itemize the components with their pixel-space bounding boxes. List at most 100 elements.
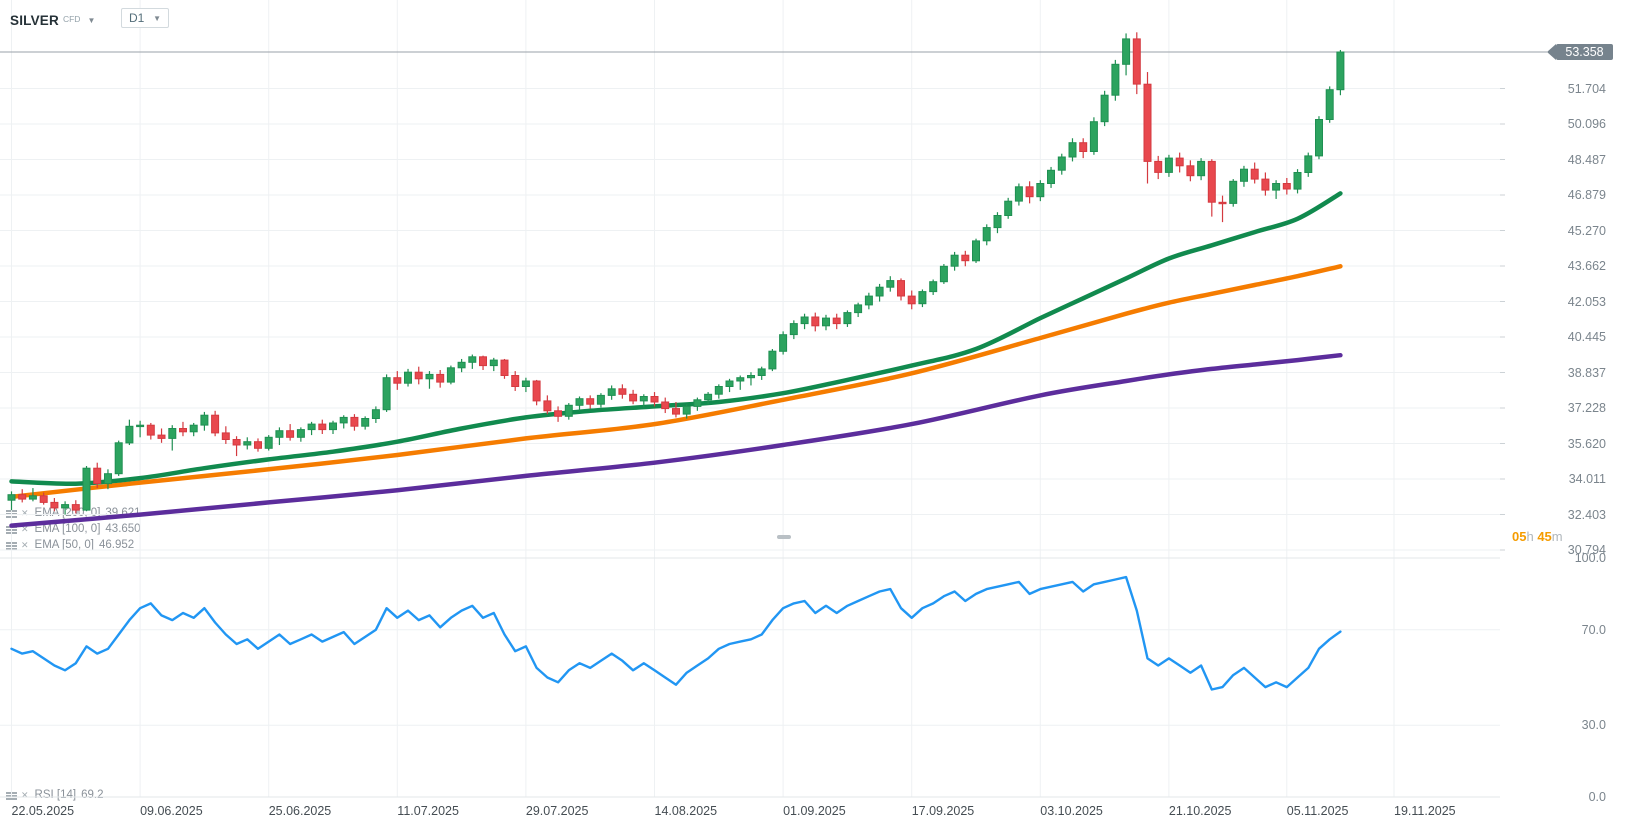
candle[interactable] [61, 504, 70, 509]
candle[interactable] [211, 414, 220, 434]
candle[interactable] [425, 373, 434, 380]
candle[interactable] [768, 350, 777, 370]
candle[interactable] [436, 373, 445, 383]
symbol-selector[interactable]: SILVER CFD ▼ [10, 10, 95, 30]
candle[interactable] [586, 398, 595, 405]
candle[interactable] [1261, 178, 1270, 191]
timeframe-dropdown[interactable]: D1 ▼ [121, 8, 169, 28]
candle[interactable] [457, 361, 466, 369]
candle[interactable] [1111, 63, 1120, 96]
candle[interactable] [747, 375, 755, 379]
candle[interactable] [1025, 186, 1034, 198]
candle[interactable] [446, 367, 455, 383]
candle[interactable] [639, 396, 648, 402]
candle[interactable] [736, 377, 745, 382]
candle[interactable] [404, 371, 412, 384]
candle[interactable] [296, 429, 305, 438]
indicator-remove-icon[interactable]: ✕ [21, 789, 29, 800]
candle[interactable] [1057, 156, 1066, 171]
candle[interactable] [1036, 183, 1045, 198]
candle[interactable] [1293, 172, 1302, 190]
candle[interactable] [1079, 142, 1088, 152]
candle[interactable] [993, 215, 1002, 229]
candle[interactable] [71, 504, 80, 511]
candle[interactable] [1218, 201, 1227, 205]
candle[interactable] [672, 408, 680, 415]
candle[interactable] [832, 317, 841, 325]
indicator-remove-icon[interactable]: ✕ [21, 507, 29, 518]
candle[interactable] [789, 323, 798, 336]
candle[interactable] [146, 424, 155, 436]
candle[interactable] [1175, 157, 1184, 167]
candle[interactable] [200, 414, 209, 426]
candle[interactable] [1315, 119, 1323, 157]
candle[interactable] [554, 410, 563, 417]
candle[interactable] [1229, 180, 1238, 204]
candle[interactable] [811, 316, 820, 327]
candle[interactable] [725, 380, 734, 387]
candle[interactable] [1240, 168, 1248, 182]
candle[interactable] [82, 467, 91, 511]
candle[interactable] [918, 291, 927, 305]
candle[interactable] [1143, 83, 1152, 162]
candle[interactable] [179, 428, 187, 433]
candle[interactable] [1122, 38, 1131, 65]
candle[interactable] [500, 359, 509, 377]
candle[interactable] [1336, 51, 1345, 91]
candle[interactable] [1132, 38, 1141, 85]
candle[interactable] [907, 295, 916, 305]
panel-resize-handle[interactable] [777, 535, 791, 539]
candle[interactable] [822, 317, 830, 327]
candle[interactable] [875, 286, 884, 297]
candle[interactable] [39, 495, 48, 503]
candle[interactable] [532, 380, 541, 402]
candle[interactable] [7, 494, 16, 501]
candle[interactable] [114, 442, 123, 475]
candle[interactable] [243, 441, 252, 446]
candle[interactable] [318, 423, 327, 431]
candle[interactable] [1304, 155, 1313, 173]
candle[interactable] [50, 501, 59, 509]
candle[interactable] [339, 416, 348, 424]
candle[interactable] [157, 434, 166, 439]
candle[interactable] [93, 467, 102, 485]
candle[interactable] [1186, 165, 1195, 177]
candle[interactable] [136, 424, 145, 428]
candle[interactable] [843, 312, 852, 325]
candle[interactable] [1004, 200, 1013, 216]
candle[interactable] [1154, 160, 1163, 173]
candle[interactable] [1207, 160, 1216, 203]
candle[interactable] [1272, 183, 1281, 191]
indicator-remove-icon[interactable]: ✕ [21, 539, 29, 550]
candle[interactable] [757, 368, 766, 376]
candle[interactable] [168, 428, 177, 439]
candle[interactable] [393, 377, 402, 384]
candle[interactable] [254, 441, 262, 449]
candle[interactable] [28, 495, 37, 500]
candle[interactable] [596, 394, 605, 405]
candle[interactable] [961, 254, 970, 262]
candle[interactable] [275, 430, 284, 438]
indicator-remove-icon[interactable]: ✕ [21, 523, 29, 534]
candle[interactable] [629, 393, 638, 402]
candle[interactable] [1100, 94, 1109, 123]
candle[interactable] [1197, 160, 1206, 177]
candle[interactable] [779, 334, 788, 352]
candle[interactable] [189, 424, 198, 433]
candle[interactable] [414, 371, 423, 380]
candle[interactable] [939, 265, 948, 283]
candle[interactable] [479, 356, 487, 367]
candle[interactable] [950, 254, 959, 267]
candle[interactable] [1325, 89, 1334, 120]
candle[interactable] [864, 295, 873, 306]
candle[interactable] [489, 359, 498, 367]
candle[interactable] [307, 423, 316, 431]
candle[interactable] [854, 304, 863, 314]
candle[interactable] [972, 240, 980, 262]
candle[interactable] [714, 386, 723, 395]
candle[interactable] [693, 399, 702, 407]
candle[interactable] [618, 388, 627, 395]
ema-200-line[interactable] [9, 352, 1343, 528]
candle[interactable] [1250, 168, 1259, 180]
